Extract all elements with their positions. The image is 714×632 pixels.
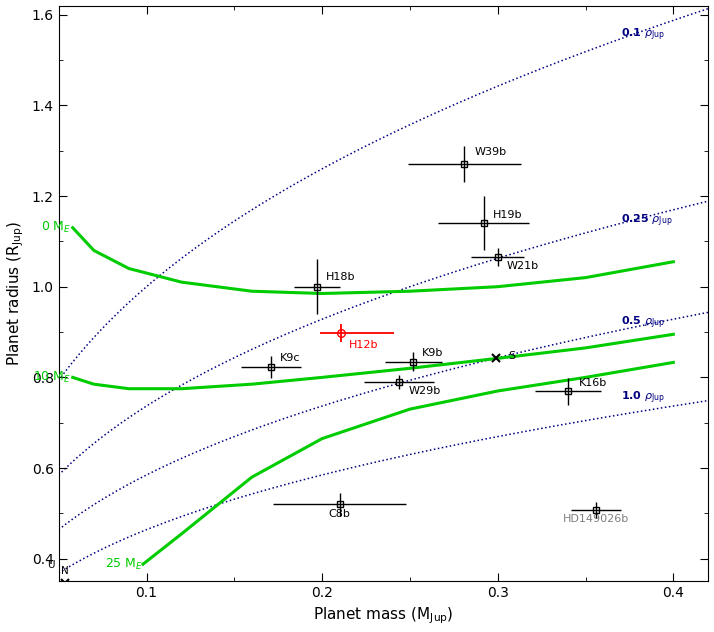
Text: H18b: H18b <box>326 272 355 282</box>
Text: H12b: H12b <box>348 340 378 350</box>
Text: 10 M$_E$: 10 M$_E$ <box>33 370 71 385</box>
Text: 0.5 $\rho_{\rm Jup}$: 0.5 $\rho_{\rm Jup}$ <box>620 315 665 331</box>
Text: W21b: W21b <box>506 261 538 271</box>
Text: 25 M$_E$: 25 M$_E$ <box>105 557 143 572</box>
Text: N: N <box>61 566 69 576</box>
Text: C8b: C8b <box>328 509 351 519</box>
Text: HD149026b: HD149026b <box>563 514 629 525</box>
Text: W29b: W29b <box>408 386 441 396</box>
Text: 0.25 $\rho_{\rm Jup}$: 0.25 $\rho_{\rm Jup}$ <box>620 213 673 229</box>
Text: H19b: H19b <box>493 210 522 219</box>
Text: 0.1 $\rho_{\rm Jup}$: 0.1 $\rho_{\rm Jup}$ <box>620 27 665 43</box>
Text: K16b: K16b <box>578 378 607 388</box>
Text: S: S <box>508 351 516 361</box>
Text: K9b: K9b <box>422 348 443 358</box>
Text: 0 M$_E$: 0 M$_E$ <box>41 220 71 235</box>
Y-axis label: Planet radius (R$_\mathrm{Jup}$): Planet radius (R$_\mathrm{Jup}$) <box>6 221 26 366</box>
Text: W39b: W39b <box>475 147 507 157</box>
X-axis label: Planet mass (M$_\mathrm{Jup}$): Planet mass (M$_\mathrm{Jup}$) <box>313 606 454 626</box>
Text: K9c: K9c <box>280 353 301 363</box>
Text: U: U <box>47 560 55 570</box>
Text: 1.0 $\rho_{\rm Jup}$: 1.0 $\rho_{\rm Jup}$ <box>620 389 665 406</box>
